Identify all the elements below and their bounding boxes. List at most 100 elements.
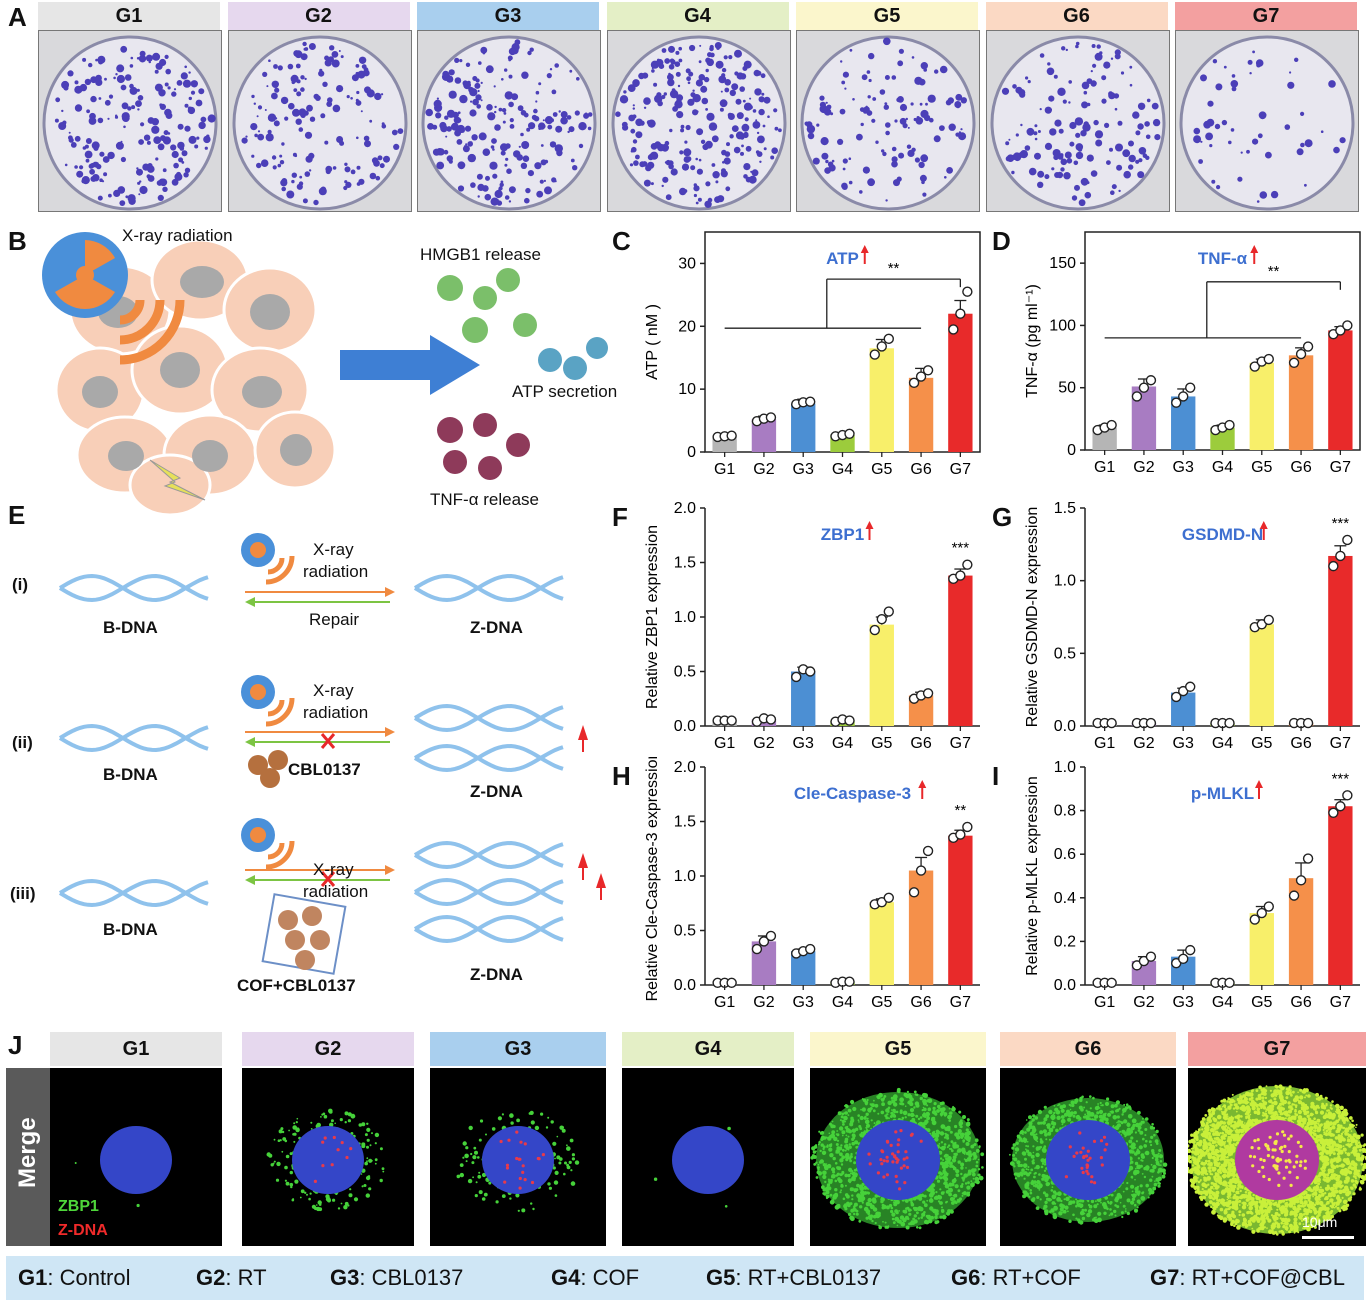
zbp1-puncta [865, 1126, 868, 1129]
colony-dot [704, 108, 708, 111]
y-tick-label: 1.5 [674, 555, 696, 572]
zbp1-puncta [916, 1206, 922, 1211]
colony-dot [291, 172, 297, 178]
data-point [955, 570, 966, 581]
colony-dot [349, 97, 353, 100]
zbp1-puncta [934, 1112, 938, 1116]
colony-dot [543, 179, 546, 182]
zbp1-puncta [853, 1205, 856, 1208]
zbp1-puncta [918, 1121, 924, 1127]
colony-dot [682, 148, 691, 157]
zbp1-puncta [1317, 1146, 1322, 1151]
zbp1-puncta [1300, 1219, 1304, 1222]
colony-dot [151, 125, 160, 134]
zbp1-puncta [1080, 1108, 1084, 1112]
y-tick-label: 0.0 [674, 977, 696, 994]
colony-dot [678, 58, 682, 63]
zbp1-puncta [1151, 1149, 1155, 1153]
zbp1-puncta [1358, 1187, 1362, 1191]
colony-dot [1046, 62, 1050, 66]
zbp1-puncta [872, 1214, 877, 1219]
zbp1-puncta [1126, 1129, 1130, 1133]
zbp1-puncta [292, 1125, 297, 1130]
colony-dot [920, 62, 928, 70]
data-point [1145, 717, 1157, 729]
zbp1-puncta [1075, 1198, 1078, 1201]
colony-dot [1091, 44, 1096, 48]
zbp1-puncta [1081, 1216, 1086, 1221]
data-point [1263, 901, 1274, 912]
zbp1-puncta [1251, 1229, 1256, 1234]
zbp1-puncta [931, 1120, 937, 1126]
zbp1-puncta [1039, 1140, 1044, 1144]
colony-dot [107, 151, 115, 160]
colony-dot [691, 109, 698, 116]
colony-dot [76, 170, 84, 178]
colony-dot [1004, 141, 1009, 146]
colony-dot [273, 120, 280, 127]
zbp1-puncta [1013, 1165, 1016, 1168]
zbp1-puncta [950, 1140, 954, 1144]
colony-plate-g7 [1175, 30, 1359, 212]
data-point [1342, 534, 1353, 546]
zbp1-puncta [1093, 1114, 1099, 1119]
colony-dot [301, 41, 307, 47]
zbp1-puncta [501, 1194, 506, 1198]
zbp1-puncta [1128, 1165, 1134, 1171]
z-dna-puncta [1100, 1163, 1104, 1167]
colony-dot [812, 157, 820, 165]
colony-dot [113, 189, 121, 197]
zbp1-puncta [975, 1164, 979, 1168]
zbp1-puncta [344, 1111, 349, 1116]
colony-dot [614, 111, 621, 117]
data-point [1288, 357, 1300, 369]
zbp1-puncta [566, 1146, 571, 1151]
colony-dot [503, 112, 507, 115]
x-tick-label: G4 [1212, 459, 1233, 476]
zbp1-puncta [1028, 1121, 1033, 1126]
zbp1-puncta [929, 1189, 933, 1192]
zbp1-puncta [1046, 1124, 1049, 1127]
zbp1-puncta [1050, 1114, 1054, 1118]
zbp1-puncta [884, 1225, 888, 1229]
colony-dot [459, 59, 463, 63]
colony-dot [159, 103, 166, 110]
zbp1-puncta [939, 1201, 943, 1205]
colony-dot [1044, 142, 1052, 150]
zbp1-puncta [1011, 1146, 1015, 1150]
zbp1-puncta [1107, 1112, 1112, 1117]
zbp1-puncta [530, 1120, 535, 1125]
colony-dot [1109, 190, 1115, 195]
y-tick-label: 50 [1058, 380, 1076, 397]
zbp1-puncta [1195, 1130, 1198, 1133]
zbp1-puncta [310, 1121, 313, 1124]
colony-dot [1062, 99, 1067, 104]
zbp1-puncta [851, 1141, 855, 1146]
colony-dot [351, 74, 359, 82]
zbp1-puncta [481, 1197, 486, 1201]
colony-dot [176, 171, 182, 177]
zbp1-puncta [1063, 1209, 1067, 1214]
zbp1-puncta [848, 1212, 852, 1216]
colony-dot [825, 159, 829, 164]
zbp1-puncta [1100, 1104, 1103, 1107]
zbp1-puncta [1130, 1200, 1135, 1205]
zbp1-puncta [1256, 1107, 1261, 1111]
zbp1-puncta [818, 1130, 821, 1133]
zbp1-puncta [821, 1150, 827, 1155]
zbp1-puncta [926, 1199, 929, 1202]
colony-dot [906, 144, 912, 149]
zbp1-puncta [905, 1225, 910, 1230]
zbp1-puncta [902, 1217, 907, 1223]
z-dna-puncta [1089, 1180, 1094, 1184]
colony-dot [291, 108, 300, 117]
colony-dot [701, 97, 708, 105]
zbp1-puncta [928, 1192, 934, 1198]
zbp1-puncta [919, 1116, 923, 1119]
merge-image-g2 [242, 1068, 414, 1246]
zbp1-puncta [545, 1126, 549, 1129]
y-tick-label: 0.0 [1054, 718, 1076, 735]
zbp1-puncta [1220, 1135, 1225, 1140]
colony-dot [138, 139, 144, 145]
z-dna-puncta [515, 1130, 519, 1134]
